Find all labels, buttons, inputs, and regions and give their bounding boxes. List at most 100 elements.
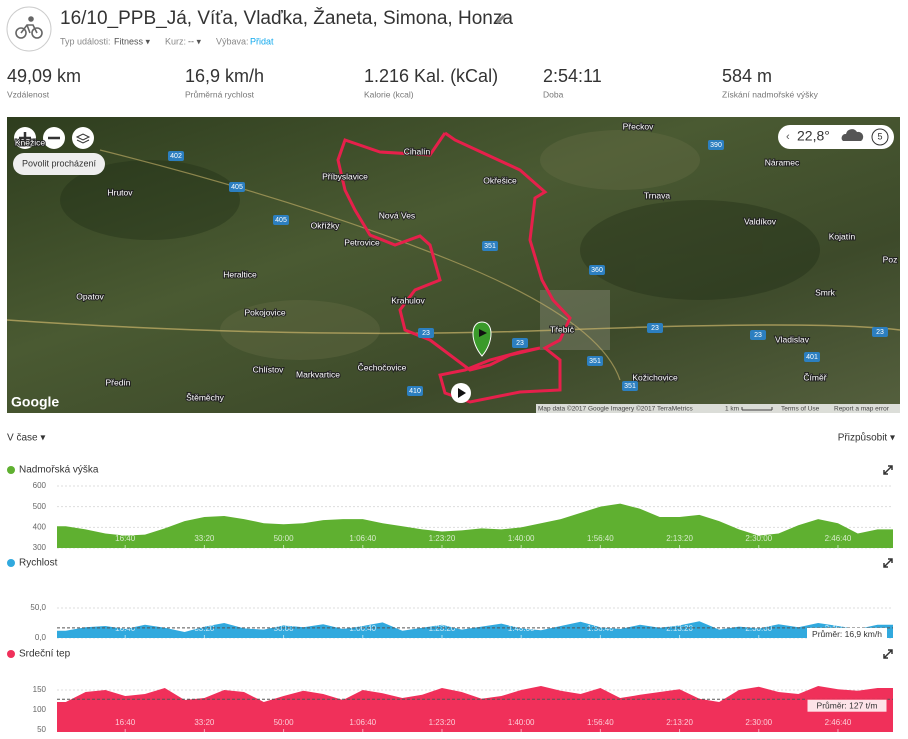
road-label: 401: [806, 354, 818, 361]
course[interactable]: -- ▾: [188, 36, 201, 46]
layers-button[interactable]: [72, 127, 94, 149]
expand-icon[interactable]: [883, 465, 893, 475]
legend-dot: [7, 466, 15, 474]
road-shield: [708, 140, 724, 150]
place-label: Čechočovice: [358, 362, 407, 372]
legend-dot: [7, 559, 15, 567]
scale-bar: [741, 407, 773, 411]
place-label: Knežice: [15, 137, 46, 147]
map-terrain: [60, 130, 820, 360]
place-label: Třebíč: [550, 324, 575, 334]
y-tick-label: 150: [33, 685, 47, 694]
road-shield: [587, 356, 603, 366]
x-tick-label: 1:06:40: [349, 534, 376, 543]
map-scale: 1 km: [725, 406, 739, 413]
y-tick-label: 100: [33, 705, 47, 714]
place-label: Přeckov: [623, 121, 654, 131]
place-label: Heraltice: [223, 269, 257, 279]
place-label: Pokojovice: [244, 307, 285, 317]
layers-icon: [75, 133, 91, 144]
place-label: Štěměchy: [186, 392, 225, 402]
place-label: Opatov: [76, 291, 104, 301]
edit-icon[interactable]: [496, 15, 505, 24]
x-tick-label: 50:00: [274, 534, 295, 543]
map-report[interactable]: Report a map error: [834, 406, 890, 413]
x-tick-label: 1:56:40: [587, 718, 614, 727]
x-tick-label: 33:20: [194, 718, 215, 727]
road-label: 23: [516, 340, 524, 347]
area: [57, 686, 893, 732]
y-tick-label: 50,0: [30, 603, 46, 612]
road-label: 351: [484, 243, 496, 250]
expand-icon[interactable]: [883, 649, 893, 659]
temperature: 22,8°: [797, 128, 830, 144]
place-label: Poz: [883, 254, 898, 264]
map-terms[interactable]: Terms of Use: [781, 406, 820, 413]
x-tick-label: 1:40:00: [508, 624, 535, 633]
browse-button[interactable]: [13, 153, 105, 175]
x-tick-label: 1:40:00: [508, 534, 535, 543]
x-tick-label: 33:20: [194, 624, 215, 633]
road-shield: [418, 328, 434, 338]
gear-add[interactable]: Přidat: [250, 36, 274, 46]
map[interactable]: [7, 117, 900, 413]
x-tick-label: 1:23:20: [429, 534, 456, 543]
plus-icon: [19, 132, 31, 144]
place-label: Markvartice: [296, 369, 340, 379]
road-label: 405: [275, 217, 287, 224]
weather-widget[interactable]: [778, 125, 894, 149]
place-label: Nová Ves: [379, 210, 415, 220]
road-shield: [407, 386, 423, 396]
meta-label: Typ události:: [60, 36, 111, 46]
road-label: 351: [624, 383, 636, 390]
area: [57, 621, 893, 638]
stat-label: Vzdálenost: [7, 89, 50, 99]
road-label: 410: [409, 388, 421, 395]
stat-label: Doba: [543, 89, 564, 99]
expand-icon[interactable]: [883, 558, 893, 568]
x-tick-label: 16:40: [115, 624, 136, 633]
road-shield: [750, 330, 766, 340]
browse-label: Povolit procházení: [22, 158, 97, 168]
road-label: 351: [589, 358, 601, 365]
x-tick-label: 2:46:40: [825, 718, 852, 727]
x-tick-label: 50:00: [274, 624, 295, 633]
place-label: Číměř: [803, 372, 826, 382]
x-tick-label: 33:20: [194, 534, 215, 543]
y-tick-label: 400: [33, 522, 47, 531]
stat-label: Kalorie (kcal): [364, 89, 414, 99]
place-label: Vladislav: [775, 334, 810, 344]
road-shield: [168, 151, 184, 161]
road-shield: [589, 265, 605, 275]
chart-title: Nadmořská výška: [19, 465, 99, 476]
wind-icon: [871, 128, 889, 146]
road-label: 23: [422, 330, 430, 337]
fit[interactable]: Přizpůsobit ▾: [838, 432, 895, 444]
place-label: Krahulov: [391, 295, 425, 305]
play-icon: [458, 388, 466, 398]
start-marker[interactable]: [472, 321, 492, 357]
road-label: 23: [651, 325, 659, 332]
stat-value: 1.216 Kal. (kCal): [364, 66, 498, 86]
x-tick-label: 2:46:40: [825, 534, 852, 543]
stat-label: Získání nadmořské výšky: [722, 89, 819, 99]
road-label: 23: [754, 332, 762, 339]
event-type[interactable]: Fitness ▾: [114, 36, 151, 46]
road-shield: [804, 352, 820, 362]
x-tick-label: 1:23:20: [429, 718, 456, 727]
x-tick-label: 16:40: [115, 718, 136, 727]
x-tick-label: 1:23:20: [429, 624, 456, 633]
area: [57, 503, 893, 548]
x-tick-label: 2:13:20: [666, 718, 693, 727]
stat-value: 16,9 km/h: [185, 66, 264, 86]
x-tick-label: 1:56:40: [587, 534, 614, 543]
road-shield: [647, 323, 663, 333]
place-label: Smrk: [815, 287, 836, 297]
place-label: Náramec: [765, 157, 800, 167]
x-mode[interactable]: V čase ▾: [7, 433, 45, 444]
place-label: Okřešice: [483, 175, 517, 185]
place-label: Kožichovice: [632, 372, 678, 382]
place-label: Okřížky: [311, 220, 341, 230]
